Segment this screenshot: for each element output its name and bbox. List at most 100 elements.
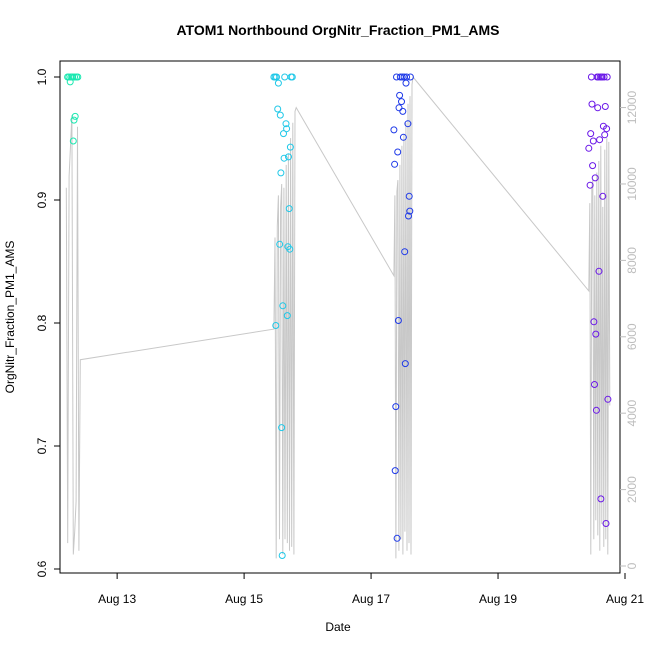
data-point-3-3 bbox=[587, 73, 595, 81]
y-tick-label-0: 0.6 bbox=[35, 560, 49, 577]
data-point-3-28 bbox=[603, 73, 611, 81]
scatter-layer bbox=[64, 73, 612, 559]
data-point-3-15 bbox=[595, 267, 603, 275]
data-point-3-10 bbox=[592, 330, 600, 338]
data-point-1-8 bbox=[277, 169, 285, 177]
data-point-3-5 bbox=[589, 162, 597, 170]
data-point-2-9 bbox=[396, 91, 404, 99]
data-point-2-24 bbox=[406, 73, 414, 81]
data-point-3-21 bbox=[599, 192, 607, 200]
data-point-3-0 bbox=[585, 144, 593, 152]
data-point-3-29 bbox=[604, 395, 612, 403]
data-point-2-16 bbox=[401, 248, 409, 256]
data-point-0-8 bbox=[71, 73, 79, 81]
y2-tick-label-4: 8000 bbox=[625, 247, 639, 274]
data-point-2-1 bbox=[391, 160, 399, 168]
data-point-3-23 bbox=[600, 73, 608, 81]
data-point-3-18 bbox=[597, 495, 605, 503]
data-point-2-12 bbox=[398, 73, 406, 81]
y-axis-right: 0 2000 4000 6000 8000 10000 12000 bbox=[620, 91, 639, 569]
data-point-3-27 bbox=[603, 125, 611, 133]
data-point-2-0 bbox=[390, 126, 398, 134]
data-point-2-3 bbox=[392, 403, 400, 411]
data-point-0-5 bbox=[69, 73, 77, 81]
data-point-2-13 bbox=[399, 107, 407, 115]
data-point-3-25 bbox=[601, 103, 609, 110]
data-point-2-7 bbox=[394, 317, 402, 324]
y2-tick-label-2: 4000 bbox=[625, 400, 639, 427]
data-point-3-16 bbox=[596, 136, 604, 144]
data-point-1-19 bbox=[285, 153, 292, 161]
y2-tick-label-0: 0 bbox=[625, 562, 639, 569]
data-point-2-22 bbox=[405, 192, 413, 200]
data-point-2-20 bbox=[404, 120, 412, 128]
data-point-2-18 bbox=[402, 79, 410, 87]
x-axis: Aug 13 Aug 15 Aug 17 Aug 19 Aug 21 bbox=[98, 573, 644, 606]
data-point-1-10 bbox=[278, 552, 286, 559]
x-tick-label-4: Aug 21 bbox=[606, 592, 644, 606]
y-axis-label: OrgNitr_Fraction_PM1_AMS bbox=[3, 241, 17, 394]
x-tick-label-1: Aug 15 bbox=[225, 592, 263, 606]
x-tick-label-3: Aug 19 bbox=[479, 592, 517, 606]
data-point-1-7 bbox=[276, 111, 284, 119]
data-point-3-13 bbox=[594, 104, 602, 112]
data-point-3-6 bbox=[589, 137, 597, 145]
data-point-1-12 bbox=[280, 130, 287, 138]
data-point-2-17 bbox=[401, 360, 409, 368]
y2-tick-label-3: 6000 bbox=[625, 323, 639, 350]
secondary-series-line bbox=[65, 75, 611, 559]
y2-tick-label-1: 2000 bbox=[625, 476, 639, 503]
data-point-1-24 bbox=[288, 73, 296, 81]
data-point-2-14 bbox=[399, 133, 407, 141]
data-point-1-20 bbox=[285, 205, 293, 213]
data-point-3-4 bbox=[588, 100, 596, 108]
secondary-line-layer bbox=[65, 75, 611, 559]
data-point-2-19 bbox=[403, 73, 411, 81]
data-point-2-5 bbox=[393, 534, 401, 542]
data-point-3-2 bbox=[587, 130, 595, 138]
data-point-1-15 bbox=[282, 120, 290, 128]
y-tick-label-3: 0.9 bbox=[35, 191, 49, 208]
chart-title: ATOM1 Northbound OrgNitr_Fraction_PM1_AM… bbox=[176, 22, 499, 38]
data-point-2-21 bbox=[405, 212, 412, 220]
data-point-1-4 bbox=[274, 105, 282, 113]
data-point-2-6 bbox=[394, 148, 402, 156]
data-point-3-24 bbox=[601, 131, 609, 139]
x-tick-label-0: Aug 13 bbox=[98, 592, 136, 606]
data-point-1-21 bbox=[286, 245, 294, 253]
data-point-3-9 bbox=[591, 174, 599, 182]
data-point-1-11 bbox=[279, 302, 287, 310]
data-point-1-13 bbox=[280, 154, 288, 162]
x-tick-label-2: Aug 17 bbox=[352, 592, 390, 606]
data-point-3-20 bbox=[598, 73, 606, 81]
x-axis-label: Date bbox=[325, 620, 351, 634]
data-point-2-8 bbox=[395, 104, 403, 112]
y2-tick-label-5: 10000 bbox=[625, 167, 639, 201]
data-point-3-8 bbox=[591, 381, 598, 388]
data-point-2-23 bbox=[406, 207, 414, 215]
data-point-1-22 bbox=[286, 143, 294, 151]
data-point-1-9 bbox=[278, 424, 286, 432]
data-point-1-17 bbox=[283, 312, 291, 320]
data-point-3-11 bbox=[592, 406, 600, 414]
data-point-0-7 bbox=[70, 116, 78, 124]
y-tick-label-1: 0.7 bbox=[35, 437, 49, 454]
data-point-3-1 bbox=[586, 181, 594, 189]
data-point-1-14 bbox=[281, 73, 289, 81]
data-point-0-11 bbox=[74, 73, 82, 81]
y-axis-left: 0.6 0.7 0.8 0.9 1.0 bbox=[35, 68, 60, 577]
data-point-3-26 bbox=[602, 520, 610, 527]
data-point-0-6 bbox=[69, 137, 77, 145]
data-point-0-9 bbox=[71, 112, 79, 120]
data-point-1-3 bbox=[273, 73, 280, 81]
data-point-2-11 bbox=[398, 98, 405, 106]
data-point-2-2 bbox=[391, 467, 399, 475]
data-point-1-2 bbox=[272, 322, 280, 329]
y2-tick-label-6: 12000 bbox=[625, 91, 639, 125]
data-point-1-5 bbox=[274, 79, 282, 87]
data-point-3-7 bbox=[590, 318, 598, 326]
data-point-1-6 bbox=[276, 240, 284, 248]
y-tick-label-4: 1.0 bbox=[35, 68, 49, 85]
data-point-1-16 bbox=[283, 125, 291, 133]
